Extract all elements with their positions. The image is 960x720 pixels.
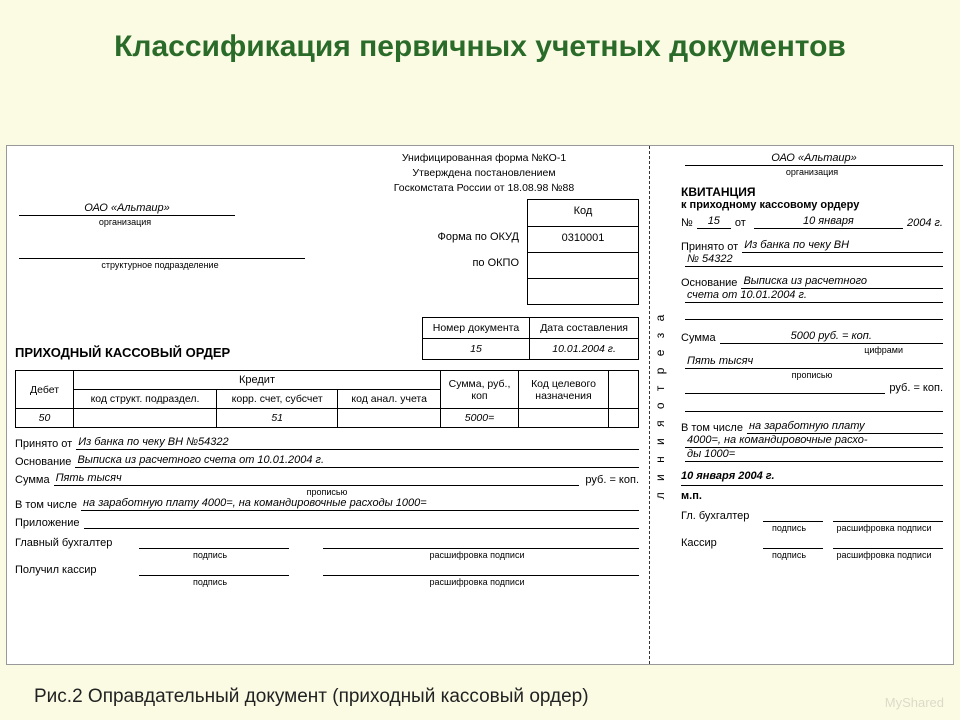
order-main: ОАО «Альтаир» организация структурное по… <box>7 146 649 664</box>
code-label: Код <box>528 200 638 226</box>
stub-title: КВИТАНЦИЯ <box>681 185 943 199</box>
subdiv-line <box>19 245 305 259</box>
amount-label: Сумма <box>15 474 50 486</box>
amount-sub: прописью <box>15 487 639 497</box>
okud-value: 0310001 <box>528 226 638 252</box>
stub-cashier: Кассир <box>681 537 759 549</box>
stub-mp: м.п. <box>681 490 943 502</box>
accounting-table: Дебет Кредит Сумма, руб., коп Код целево… <box>15 370 639 428</box>
stub-num: 15 <box>697 215 731 229</box>
basis-value: Выписка из расчетного счета от 10.01.200… <box>75 454 639 468</box>
subdiv-sublabel: структурное подразделение <box>15 260 305 270</box>
basis-label: Основание <box>15 456 71 468</box>
stub-amount-num: 5000 руб. = коп. <box>720 330 943 344</box>
amount-words: Пять тысяч <box>54 472 580 486</box>
receipt-stub: ОАО «Альтаир» организация КВИТАНЦИЯ к пр… <box>671 146 953 664</box>
stub-incl3: ды 1000= <box>685 448 943 462</box>
page-title: Классификация первичных учетных документ… <box>0 0 960 80</box>
received-value: Из банка по чеку ВН №54322 <box>76 436 639 450</box>
org-sublabel: организация <box>15 217 235 227</box>
okud-label: Форма по ОКУД <box>329 225 519 251</box>
cashier-sign <box>139 562 289 576</box>
stub-org: ОАО «Альтаир» <box>685 152 943 166</box>
cut-line: л и н и я о т р е з а <box>649 146 671 664</box>
doc-type-title: ПРИХОДНЫЙ КАССОВЫЙ ОРДЕР <box>15 345 422 360</box>
org-name: ОАО «Альтаир» <box>19 202 235 216</box>
stub-subtitle: к приходному кассовому ордеру <box>681 199 943 211</box>
incl-value: на заработную плату 4000=, на командиров… <box>81 497 639 511</box>
watermark: MyShared <box>885 695 944 710</box>
incl-label: В том числе <box>15 499 77 511</box>
stub-incl2: 4000=, на командировочные расхо- <box>685 434 943 448</box>
chief-sign <box>139 535 289 549</box>
okpo-label: по ОКПО <box>329 251 519 277</box>
form-hdr2: Утверждена постановлением <box>329 167 639 180</box>
received-label: Принято от <box>15 438 72 450</box>
cutline-text: л и н и я о т р е з а <box>653 311 667 500</box>
stub-basis1: Выписка из расчетного <box>741 275 943 289</box>
form-hdr1: Унифицированная форма №КО-1 <box>329 152 639 165</box>
form-hdr3: Госкомстата России от 18.08.98 №88 <box>329 182 639 195</box>
cashier-label: Получил кассир <box>15 564 135 576</box>
stub-rec1: Из банка по чеку ВН <box>742 239 943 253</box>
document: ОАО «Альтаир» организация структурное по… <box>6 145 954 665</box>
stub-incl1: на заработную плату <box>747 420 943 434</box>
stub-chief: Гл. бухгалтер <box>681 510 759 522</box>
stub-date: 10 января <box>754 215 903 229</box>
stub-basis2: счета от 10.01.2004 г. <box>685 289 943 303</box>
cashier-dec <box>323 562 639 576</box>
stub-rec2: № 54322 <box>685 253 943 267</box>
attach-value <box>84 515 639 529</box>
amount-unit: руб. = коп. <box>585 474 639 486</box>
caption: Рис.2 Оправдательный документ (приходный… <box>34 686 589 708</box>
docnum-table: Номер документаДата составления 1510.01.… <box>422 317 639 360</box>
chief-dec <box>323 535 639 549</box>
stub-amount-words: Пять тысяч <box>685 355 943 369</box>
stub-date2: 10 января 2004 г. <box>681 470 943 482</box>
okpo-value <box>528 252 638 278</box>
chief-label: Главный бухгалтер <box>15 537 135 549</box>
attach-label: Приложение <box>15 517 80 529</box>
code-box: Код 0310001 <box>527 199 639 305</box>
